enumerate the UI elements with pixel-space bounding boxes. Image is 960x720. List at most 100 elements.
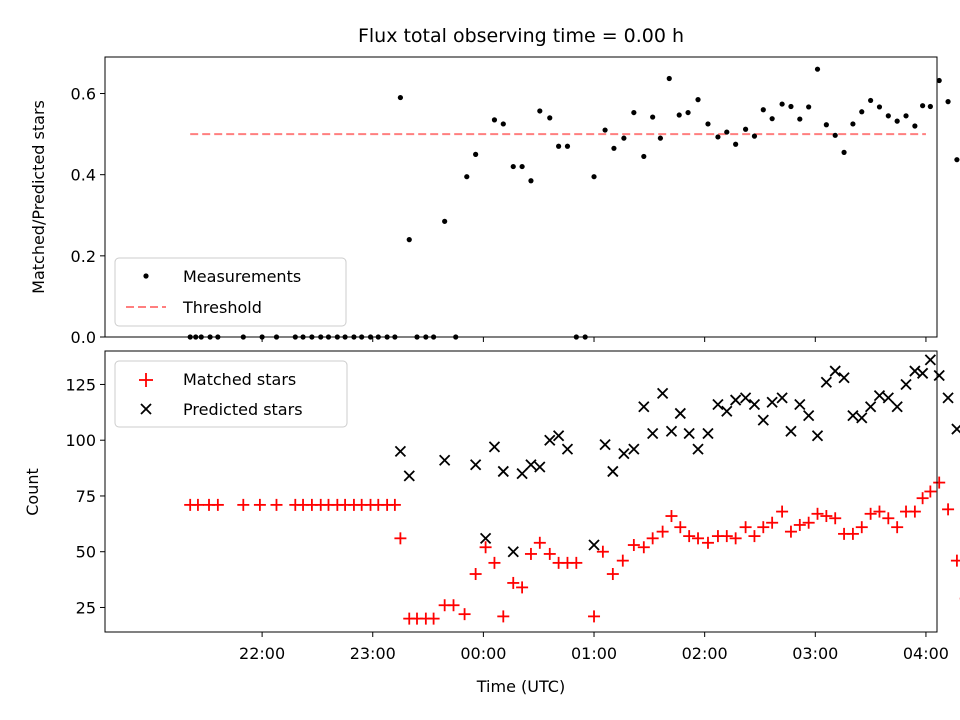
matched-star-point — [916, 492, 929, 505]
measurement-point — [500, 121, 506, 127]
matched-star-point — [447, 599, 460, 612]
predicted-star-point — [820, 376, 832, 388]
measurement-point — [510, 163, 516, 170]
measurement-point — [927, 103, 933, 110]
measurement-point — [519, 163, 525, 170]
top-legend: Measurements Threshold — [114, 257, 347, 327]
predicted-star-point — [479, 532, 492, 544]
predicted-star-point — [891, 401, 903, 413]
measurement-point — [823, 122, 829, 128]
legend-predicted-label: Predicted stars — [183, 400, 303, 419]
bottom-legend-box — [114, 360, 348, 428]
predicted-star-point — [534, 461, 546, 473]
measurement-point — [705, 121, 711, 127]
measurement-point — [806, 104, 812, 110]
measurement-point — [733, 141, 739, 147]
predicted-star-point — [544, 434, 556, 446]
matched-star-point — [748, 530, 761, 543]
x-tick-label: 01:00 — [571, 644, 617, 663]
predicted-star-point — [599, 439, 611, 451]
matched-star-point — [497, 610, 510, 623]
legend-measurements-label: Measurements — [183, 267, 301, 286]
measurement-point — [715, 134, 721, 140]
matched-star-point — [394, 532, 407, 545]
measurement-point — [742, 126, 749, 132]
bottom-panel: 25 50 75 100 125 Count Matched stars Predict… — [23, 350, 960, 633]
predicted-star-point — [647, 427, 659, 440]
predicted-star-point — [628, 443, 640, 455]
measurement-point — [657, 135, 664, 141]
predicted-star-point — [803, 410, 815, 422]
matched-star-point — [458, 608, 471, 621]
predicted-star-point — [497, 465, 509, 478]
predicted-star-point — [730, 394, 742, 406]
matched-star-point — [864, 507, 877, 520]
predicted-star-point — [439, 454, 451, 466]
measurement-point — [832, 132, 838, 138]
measurement-point — [621, 135, 627, 141]
predicted-star-point — [721, 405, 733, 417]
bottom-y-tick-label: 25 — [76, 598, 96, 617]
predicted-star-point — [403, 470, 415, 482]
matched-star-point — [596, 545, 609, 558]
measurement-point — [868, 97, 874, 104]
matched-star-point — [701, 536, 714, 549]
predicted-star-point — [488, 441, 501, 453]
x-tick-label: 04:00 — [903, 644, 949, 663]
matched-star-point — [469, 568, 482, 581]
matched-star-point — [237, 498, 250, 511]
measurement-point — [528, 178, 534, 184]
top-y-tick-label: 0.6 — [71, 85, 96, 104]
bottom-y-tick-label: 125 — [65, 375, 96, 394]
measurement-point — [666, 75, 672, 82]
matched-star-point — [802, 516, 815, 529]
bottom-y-tick-label: 75 — [76, 487, 96, 506]
predicted-star-point — [525, 459, 537, 471]
predicted-star-point — [618, 447, 630, 460]
predicted-star-point — [552, 430, 565, 442]
predicted-star-point — [561, 443, 574, 455]
predicted-star-point — [712, 398, 724, 411]
measurement-point — [769, 116, 775, 122]
predicted-star-point — [638, 401, 650, 413]
matched-star-point — [829, 512, 842, 525]
matched-star-point — [882, 512, 895, 525]
measurement-point — [779, 101, 785, 107]
measurement-point — [797, 116, 803, 122]
measurement-point — [814, 66, 821, 72]
matched-star-point — [739, 521, 752, 534]
measurement-point — [641, 153, 647, 160]
top-y-tick-label: 0.4 — [71, 166, 96, 185]
measurement-point — [850, 121, 856, 127]
matched-star-point — [908, 505, 921, 518]
top-y-tick-label: 0.2 — [71, 247, 96, 266]
matched-star-point — [637, 541, 650, 554]
predicted-star-point — [748, 398, 761, 411]
bottom-legend: Matched stars Predicted stars — [114, 360, 348, 428]
measurement-point — [537, 108, 543, 114]
x-tick-label: 23:00 — [350, 644, 396, 663]
legend-measurements-marker — [143, 273, 149, 279]
predicted-star-point — [951, 423, 960, 435]
matched-star-point — [692, 532, 705, 545]
predicted-star-point — [674, 407, 686, 420]
matched-star-point — [933, 476, 946, 489]
matched-star-point — [253, 498, 266, 511]
measurement-point — [760, 107, 766, 113]
predicted-star-point — [507, 546, 519, 558]
legend-matched-label: Matched stars — [183, 370, 296, 389]
x-tick-label: 00:00 — [460, 644, 506, 663]
top-legend-box — [114, 257, 347, 327]
measurement-point — [841, 149, 847, 155]
matched-star-point — [616, 554, 629, 567]
measurement-point — [876, 104, 883, 110]
x-tick-label: 02:00 — [682, 644, 728, 663]
measurement-point — [473, 151, 479, 157]
matched-star-point — [784, 525, 797, 538]
predicted-star-point — [900, 378, 912, 391]
measurement-point — [676, 112, 682, 118]
measurement-point — [650, 114, 656, 120]
predicted-star-point — [656, 387, 669, 400]
predicted-star-point — [916, 367, 929, 379]
x-axis-label: Time (UTC) — [476, 677, 565, 696]
